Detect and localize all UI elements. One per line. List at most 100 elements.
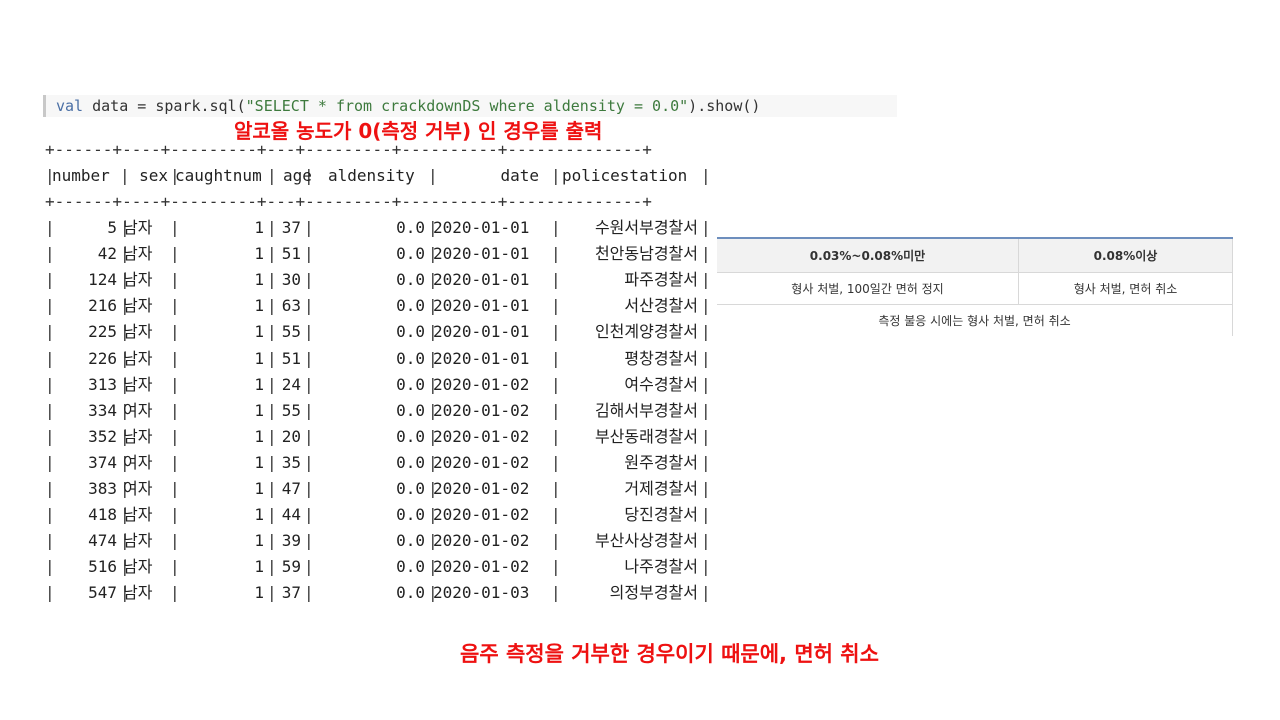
date-cell: 2020-01-02: [433, 505, 530, 525]
column-divider: |: [551, 270, 561, 290]
header-aldensity: aldensity: [328, 166, 415, 185]
column-divider: |: [701, 322, 711, 342]
column-divider: |: [120, 479, 130, 499]
date-cell: 2020-01-02: [433, 400, 530, 420]
column-divider: |: [267, 244, 277, 264]
date-cell: 2020-01-01: [433, 270, 530, 290]
column-divider: |: [120, 374, 130, 394]
column-divider: |: [701, 583, 711, 603]
aldensity-cell: 0.0: [396, 557, 425, 577]
column-divider: |: [267, 322, 277, 342]
sex-cell: 남자: [123, 557, 153, 577]
column-divider: |: [120, 505, 130, 525]
age-cell: 39: [281, 531, 301, 551]
penalty-cell-refusal: 측정 불응 시에는 형사 처벌, 면허 취소: [717, 304, 1233, 336]
sex-cell: 남자: [123, 531, 153, 551]
caughtnum-cell: 1: [254, 218, 264, 238]
policestation-cell: 평창경찰서: [624, 348, 698, 368]
column-divider: |: [701, 244, 711, 264]
sex-cell: 남자: [123, 505, 153, 525]
sex-cell: 남자: [123, 296, 153, 316]
column-divider: |: [170, 374, 180, 394]
column-divider: |: [428, 270, 438, 290]
column-divider: |: [170, 244, 180, 264]
code-sql-string: "SELECT * from crackdownDS where aldensi…: [245, 97, 689, 115]
number-cell: 5: [107, 218, 117, 238]
policestation-cell: 파주경찰서: [624, 270, 698, 290]
annotation-bottom: 음주 측정을 거부한 경우이기 때문에, 면허 취소: [460, 642, 879, 666]
policestation-cell: 인천계양경찰서: [594, 322, 698, 342]
number-cell: 226: [88, 348, 117, 368]
column-divider: |: [170, 452, 180, 472]
date-cell: 2020-01-02: [433, 452, 530, 472]
column-divider: |: [45, 166, 55, 185]
number-cell: 216: [88, 296, 117, 316]
column-divider: |: [428, 218, 438, 238]
caughtnum-cell: 1: [254, 374, 264, 394]
policestation-cell: 당진경찰서: [624, 505, 698, 525]
date-cell: 2020-01-02: [433, 479, 530, 499]
age-cell: 37: [281, 218, 301, 238]
aldensity-cell: 0.0: [396, 505, 425, 525]
column-divider: |: [45, 531, 55, 551]
column-divider: |: [304, 348, 314, 368]
age-cell: 20: [281, 426, 301, 446]
column-divider: |: [428, 557, 438, 577]
column-divider: |: [120, 244, 130, 264]
column-divider: |: [551, 479, 561, 499]
aldensity-cell: 0.0: [396, 452, 425, 472]
aldensity-cell: 0.0: [396, 426, 425, 446]
sex-cell: 남자: [123, 322, 153, 342]
column-divider: |: [120, 531, 130, 551]
number-cell: 313: [88, 374, 117, 394]
column-divider: |: [701, 426, 711, 446]
code-keyword: val: [56, 97, 84, 115]
caughtnum-cell: 1: [254, 296, 264, 316]
column-divider: |: [428, 322, 438, 342]
column-divider: |: [428, 479, 438, 499]
policestation-cell: 부산동래경찰서: [594, 426, 698, 446]
column-divider: |: [304, 505, 314, 525]
column-divider: |: [428, 296, 438, 316]
penalty-table: 0.03%~0.08%미만 0.08%이상 형사 처벌, 100일간 면허 정지…: [717, 237, 1233, 336]
age-cell: 59: [281, 557, 301, 577]
column-divider: |: [428, 452, 438, 472]
policestation-cell: 여수경찰서: [624, 374, 698, 394]
column-divider: |: [304, 244, 314, 264]
table-row: | | | | | | | | 474 남자 1 39 0.0 2020-01-02 부산사상경찰서: [45, 528, 715, 554]
caughtnum-cell: 1: [254, 244, 264, 264]
table-row: | | | | | | | | 226 남자 1 51 0.0 2020-01-01 평창경찰서: [45, 346, 715, 372]
caughtnum-cell: 1: [254, 426, 264, 446]
column-divider: |: [304, 270, 314, 290]
table-row: | | | | | | | | 374 여자 1 35 0.0 2020-01-02 원주경찰서: [45, 450, 715, 476]
column-divider: |: [304, 400, 314, 420]
column-divider: |: [45, 244, 55, 264]
policestation-cell: 나주경찰서: [624, 557, 698, 577]
column-divider: |: [267, 348, 277, 368]
column-divider: |: [267, 270, 277, 290]
sex-cell: 여자: [123, 479, 153, 499]
table-row: | | | | | | | | 352 남자 1 20 0.0 2020-01-02 부산동래경찰서: [45, 424, 715, 450]
column-divider: |: [45, 270, 55, 290]
caughtnum-cell: 1: [254, 348, 264, 368]
column-divider: |: [120, 426, 130, 446]
header-sex: sex: [139, 166, 168, 185]
header-age: age: [283, 166, 312, 185]
table-row: | | | | | | | | 313 남자 1 24 0.0 2020-01-02 여수경찰서: [45, 372, 715, 398]
aldensity-cell: 0.0: [396, 400, 425, 420]
column-divider: |: [170, 479, 180, 499]
table-row: | | | | | | | | 225 남자 1 55 0.0 2020-01-01 인천계양경찰서: [45, 319, 715, 345]
column-divider: |: [267, 452, 277, 472]
column-divider: |: [428, 374, 438, 394]
column-divider: |: [551, 426, 561, 446]
column-divider: |: [45, 452, 55, 472]
column-divider: |: [45, 426, 55, 446]
column-divider: |: [267, 531, 277, 551]
column-divider: |: [304, 322, 314, 342]
sex-cell: 여자: [123, 452, 153, 472]
penalty-cell-revocation: 형사 처벌, 면허 취소: [1018, 272, 1233, 305]
table-row: | | | | | | | | 516 남자 1 59 0.0 2020-01-02 나주경찰서: [45, 554, 715, 580]
aldensity-cell: 0.0: [396, 348, 425, 368]
code-cell[interactable]: val data = spark.sql("SELECT * from crac…: [43, 95, 897, 117]
column-divider: |: [701, 166, 711, 185]
